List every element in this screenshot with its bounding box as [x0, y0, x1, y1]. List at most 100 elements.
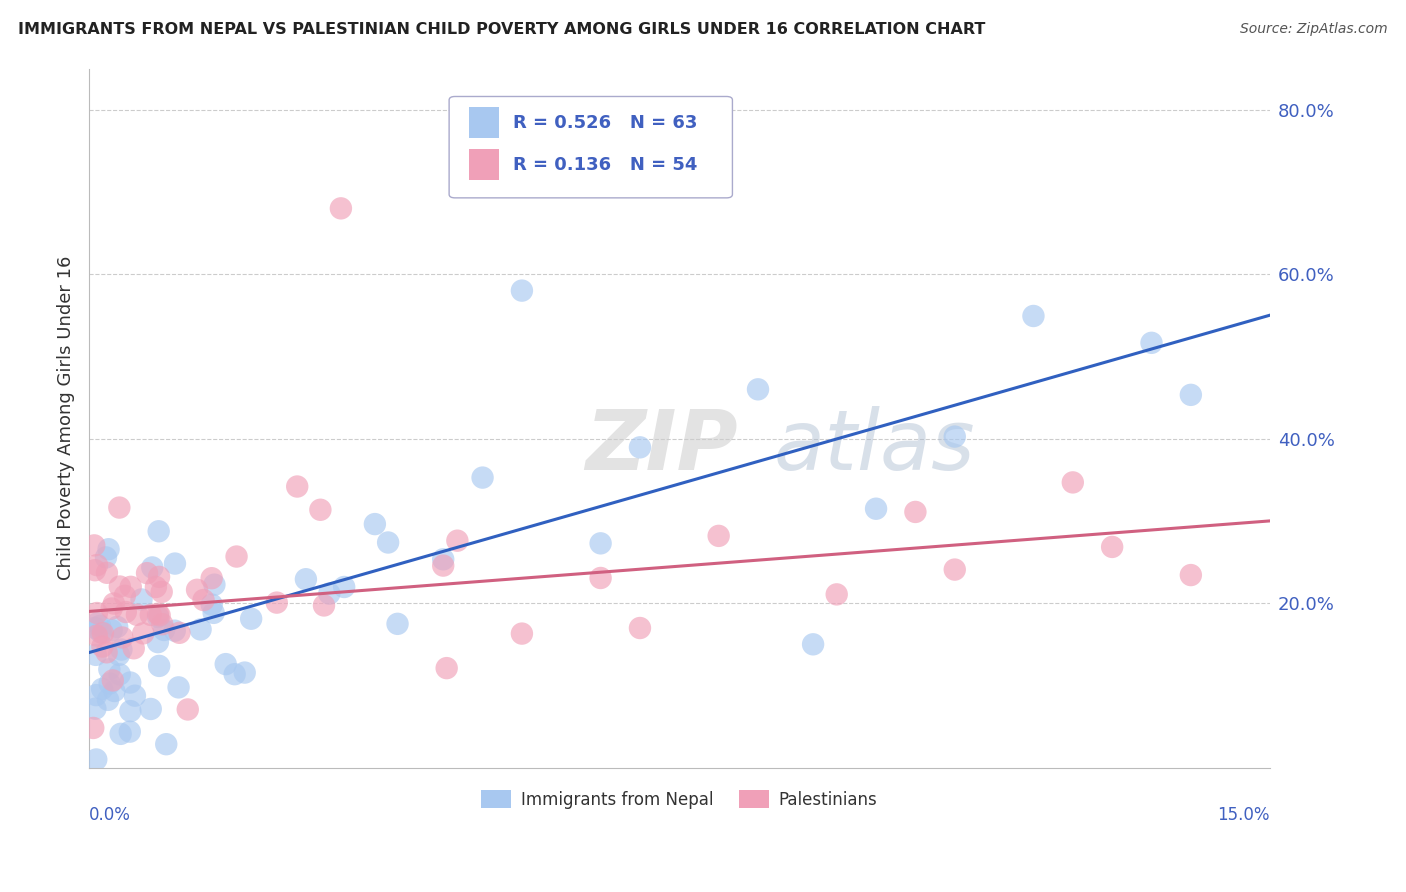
- Point: [89, 619, 111, 633]
- Text: 0.0%: 0.0%: [89, 806, 131, 824]
- Point: [108, 667, 131, 681]
- Point: [436, 661, 458, 675]
- Point: [148, 659, 170, 673]
- Point: [139, 702, 162, 716]
- Point: [108, 580, 131, 594]
- Point: [1062, 475, 1084, 490]
- Point: [100, 601, 122, 615]
- Point: [105, 620, 128, 634]
- Point: [865, 501, 887, 516]
- Point: [86, 606, 108, 620]
- Point: [146, 610, 169, 624]
- Bar: [470, 149, 499, 180]
- Point: [193, 593, 215, 607]
- Point: [111, 631, 134, 645]
- Point: [146, 607, 169, 621]
- Point: [163, 624, 186, 638]
- Point: [146, 635, 169, 649]
- Point: [153, 623, 176, 637]
- Point: [150, 617, 173, 632]
- Point: [103, 597, 125, 611]
- Point: [225, 549, 247, 564]
- Point: [97, 542, 120, 557]
- Point: [233, 665, 256, 680]
- Point: [98, 662, 121, 676]
- Text: R = 0.136   N = 54: R = 0.136 N = 54: [513, 156, 697, 174]
- Point: [432, 558, 454, 573]
- Point: [329, 202, 352, 216]
- Point: [96, 645, 118, 659]
- Point: [432, 552, 454, 566]
- Point: [167, 681, 190, 695]
- Point: [215, 657, 238, 672]
- Point: [628, 440, 651, 454]
- Point: [1140, 335, 1163, 350]
- Point: [377, 535, 399, 549]
- Point: [747, 382, 769, 396]
- Point: [825, 587, 848, 601]
- Point: [589, 536, 612, 550]
- Point: [82, 721, 104, 735]
- Point: [155, 737, 177, 751]
- Point: [114, 605, 136, 619]
- Point: [101, 673, 124, 688]
- Point: [148, 524, 170, 539]
- Point: [141, 560, 163, 574]
- Bar: [470, 107, 499, 138]
- Point: [318, 586, 340, 600]
- Point: [943, 429, 966, 443]
- Point: [163, 557, 186, 571]
- FancyBboxPatch shape: [449, 96, 733, 198]
- Point: [131, 592, 153, 607]
- Point: [148, 570, 170, 584]
- Point: [86, 629, 108, 643]
- Point: [103, 684, 125, 698]
- Point: [169, 625, 191, 640]
- Point: [125, 607, 148, 622]
- Point: [510, 626, 533, 640]
- Point: [86, 616, 108, 631]
- Point: [98, 676, 121, 690]
- Point: [83, 563, 105, 577]
- Point: [1101, 540, 1123, 554]
- Point: [333, 580, 356, 594]
- Text: atlas: atlas: [773, 406, 976, 486]
- Text: 15.0%: 15.0%: [1218, 806, 1270, 824]
- Text: Source: ZipAtlas.com: Source: ZipAtlas.com: [1240, 22, 1388, 37]
- Point: [124, 689, 146, 703]
- Point: [285, 479, 308, 493]
- Point: [295, 572, 318, 586]
- Point: [86, 558, 108, 573]
- Point: [122, 641, 145, 656]
- Point: [108, 500, 131, 515]
- Point: [84, 648, 107, 662]
- Point: [177, 702, 200, 716]
- Point: [266, 596, 288, 610]
- Point: [90, 625, 112, 640]
- Point: [190, 623, 212, 637]
- Point: [91, 681, 114, 696]
- Point: [110, 642, 132, 657]
- Point: [84, 701, 107, 715]
- Point: [150, 585, 173, 599]
- Point: [1022, 309, 1045, 323]
- Point: [240, 612, 263, 626]
- Point: [97, 693, 120, 707]
- Point: [589, 571, 612, 585]
- Point: [224, 667, 246, 681]
- Point: [110, 727, 132, 741]
- Point: [91, 640, 114, 654]
- Point: [94, 550, 117, 565]
- Point: [201, 598, 224, 612]
- Point: [204, 577, 226, 591]
- Point: [471, 470, 494, 484]
- Point: [83, 538, 105, 552]
- Point: [943, 563, 966, 577]
- Text: ZIP: ZIP: [585, 406, 738, 486]
- Point: [96, 566, 118, 580]
- Point: [1180, 388, 1202, 402]
- Point: [801, 637, 824, 651]
- Point: [139, 607, 162, 622]
- Point: [84, 688, 107, 702]
- Text: R = 0.526   N = 63: R = 0.526 N = 63: [513, 113, 697, 132]
